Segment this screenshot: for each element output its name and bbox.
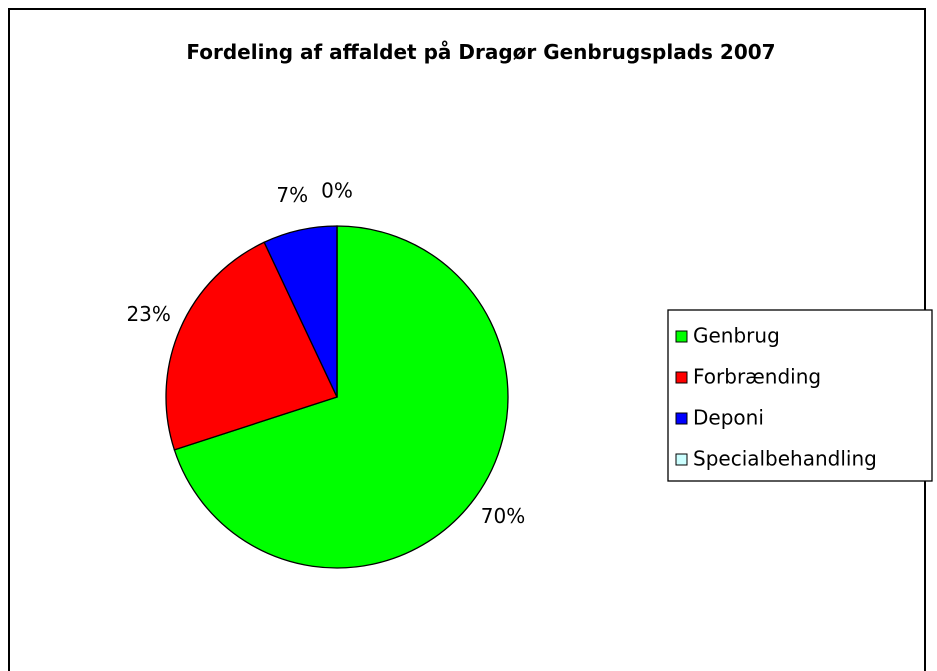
data-label: 0% <box>321 178 353 202</box>
legend-label: Genbrug <box>693 324 780 348</box>
data-label: 7% <box>276 183 308 207</box>
legend-swatch <box>675 330 688 343</box>
data-label: 70% <box>481 504 525 528</box>
legend-label: Specialbehandling <box>693 447 877 471</box>
legend-swatch <box>675 371 688 384</box>
legend-swatch <box>675 412 688 425</box>
legend-box <box>667 309 933 482</box>
legend-label: Forbrænding <box>693 365 821 389</box>
chart-title: Fordeling af affaldet på Dragør Genbrugs… <box>186 40 776 64</box>
data-label: 23% <box>126 302 170 326</box>
pie-slice <box>165 241 338 451</box>
legend-label: Deponi <box>693 406 764 430</box>
legend-swatch <box>675 453 688 466</box>
pie-slice <box>173 225 509 569</box>
